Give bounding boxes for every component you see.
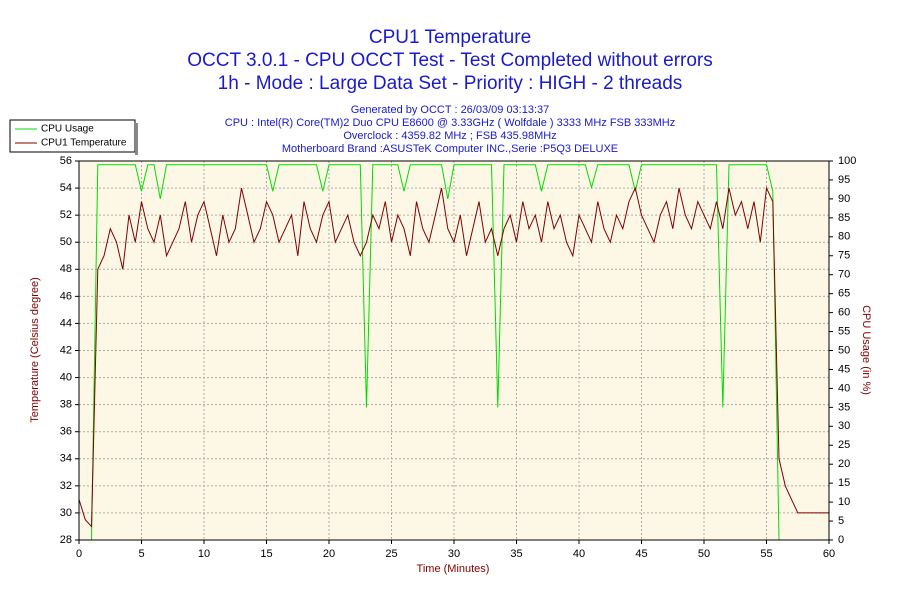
y2-axis-label: CPU Usage (in %) [860, 305, 872, 395]
info-line: Generated by OCCT : 26/03/09 03:13:37 [351, 104, 550, 116]
x-tick-label: 40 [573, 548, 585, 560]
x-tick-label: 10 [198, 548, 210, 560]
chart-subtitle: OCCT 3.0.1 - CPU OCCT Test - Test Comple… [187, 50, 713, 71]
x-tick-label: 15 [260, 548, 272, 560]
y2-tick-label: 65 [838, 288, 850, 300]
chart-subtitle: 1h - Mode : Large Data Set - Priority : … [218, 73, 683, 94]
x-tick-label: 20 [323, 548, 335, 560]
y2-tick-label: 100 [838, 155, 856, 167]
y-tick-label: 40 [60, 371, 72, 383]
y-tick-label: 46 [60, 290, 72, 302]
y2-tick-label: 0 [838, 534, 844, 546]
x-tick-label: 35 [510, 548, 522, 560]
x-tick-label: 0 [76, 548, 82, 560]
y-tick-label: 30 [60, 507, 72, 519]
y-tick-label: 42 [60, 344, 72, 356]
x-tick-label: 45 [635, 548, 647, 560]
y-tick-label: 44 [60, 317, 72, 329]
x-tick-label: 25 [385, 548, 397, 560]
x-axis-label: Time (Minutes) [417, 563, 490, 575]
y2-tick-label: 50 [838, 344, 850, 356]
x-tick-label: 5 [138, 548, 144, 560]
series-line [79, 164, 829, 541]
y-axis-label: Temperature (Celsius degree) [29, 277, 41, 423]
y2-tick-label: 95 [838, 174, 850, 186]
y-tick-label: 38 [60, 399, 72, 411]
y-tick-label: 28 [60, 534, 72, 546]
x-tick-label: 30 [448, 548, 460, 560]
y2-tick-label: 35 [838, 401, 850, 413]
chart-title: CPU1 Temperature [369, 27, 531, 48]
x-tick-label: 55 [760, 548, 772, 560]
y-tick-label: 50 [60, 236, 72, 248]
y2-tick-label: 60 [838, 307, 850, 319]
info-line: Motherboard Brand :ASUSTeK Computer INC.… [282, 143, 618, 155]
y-tick-label: 36 [60, 426, 72, 438]
y-tick-label: 56 [60, 155, 72, 167]
x-tick-label: 60 [823, 548, 835, 560]
y2-tick-label: 10 [838, 496, 850, 508]
legend-shadow [135, 123, 138, 155]
legend-label: CPU Usage [41, 124, 94, 135]
plot-frame [78, 160, 830, 541]
y2-tick-label: 25 [838, 439, 850, 451]
y2-tick-label: 5 [838, 515, 844, 527]
info-line: Overclock : 4359.82 MHz ; FSB 435.98MHz [343, 130, 556, 142]
y2-tick-label: 90 [838, 193, 850, 205]
legend-label: CPU1 Temperature [41, 138, 127, 149]
legend-box [9, 119, 136, 153]
y-tick-label: 54 [60, 182, 72, 194]
y-tick-label: 52 [60, 209, 72, 221]
y2-tick-label: 45 [838, 363, 850, 375]
y2-tick-label: 30 [838, 420, 850, 432]
y2-tick-label: 20 [838, 458, 850, 470]
y2-tick-label: 15 [838, 477, 850, 489]
y-tick-label: 32 [60, 480, 72, 492]
info-line: CPU : Intel(R) Core(TM)2 Duo CPU E8600 @… [225, 117, 676, 129]
y2-tick-label: 70 [838, 269, 850, 281]
x-tick-label: 50 [698, 548, 710, 560]
y2-tick-label: 55 [838, 325, 850, 337]
y-tick-label: 34 [60, 453, 72, 465]
legend: CPU Usage CPU1 Temperature [9, 119, 138, 155]
y2-tick-label: 80 [838, 231, 850, 243]
y2-tick-label: 40 [838, 382, 850, 394]
y2-tick-label: 85 [838, 212, 850, 224]
series-line [78, 186, 829, 528]
y2-tick-label: 75 [838, 250, 850, 262]
y-tick-label: 48 [60, 263, 72, 275]
